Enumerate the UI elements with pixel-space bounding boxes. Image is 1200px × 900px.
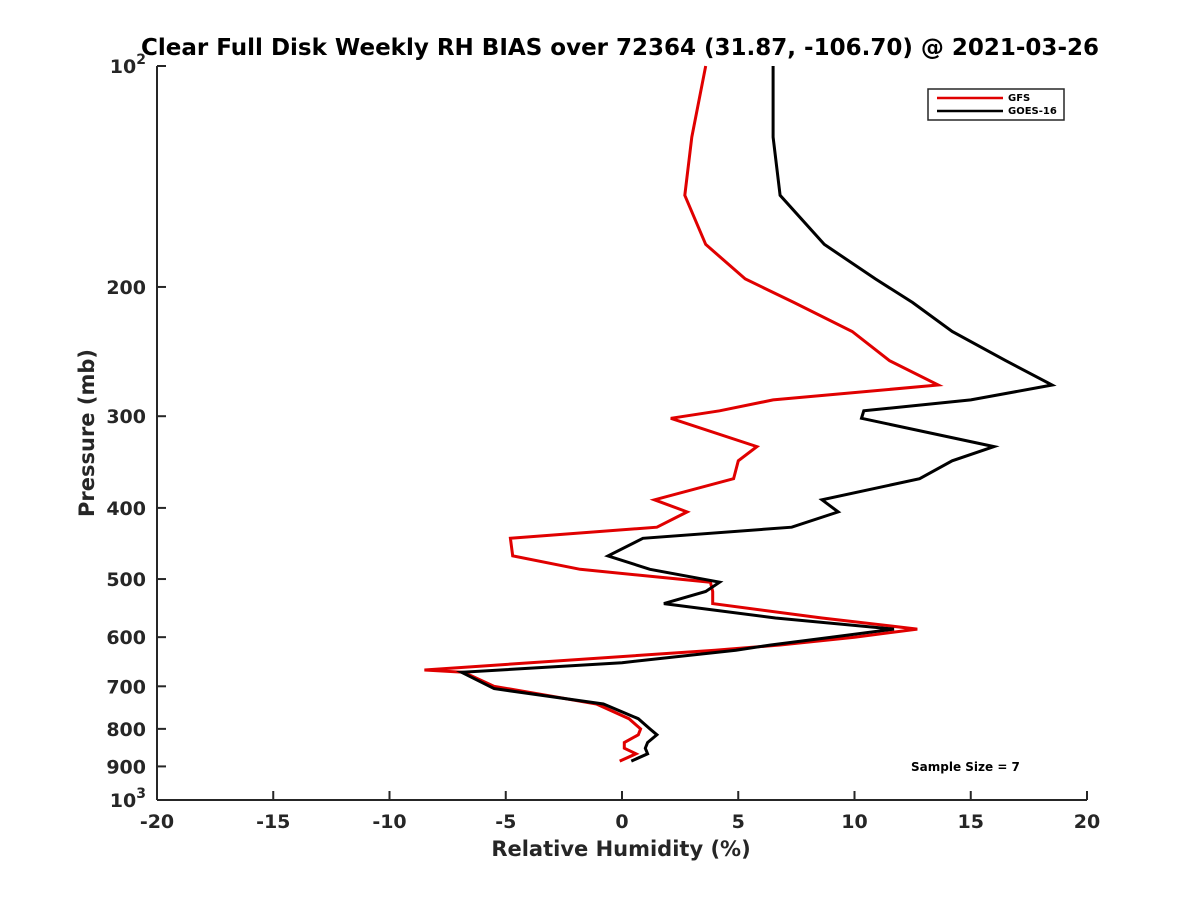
x-tick-label: -20 <box>140 811 174 833</box>
y-tick-label: 500 <box>106 569 146 591</box>
x-tick-label: -5 <box>495 811 516 833</box>
y-tick-label: 102 <box>110 52 146 78</box>
x-tick-label: -15 <box>256 811 290 833</box>
chart-title: Clear Full Disk Weekly RH BIAS over 7236… <box>141 35 1099 61</box>
y-tick-label: 800 <box>106 719 146 741</box>
x-tick-label: 0 <box>615 811 628 833</box>
y-tick-label: 200 <box>106 277 146 299</box>
series-line-goes16 <box>455 66 1057 763</box>
y-tick-label: 103 <box>110 786 146 812</box>
x-tick-label: -10 <box>372 811 406 833</box>
x-tick-label: 20 <box>1074 811 1100 833</box>
legend-label-goes16: GOES-16 <box>1008 106 1057 117</box>
sample-size-annotation: Sample Size = 7 <box>911 760 1020 774</box>
y-axis-label: Pressure (mb) <box>75 349 99 517</box>
x-tick-label: 5 <box>732 811 745 833</box>
x-tick-label: 15 <box>958 811 984 833</box>
y-tick-label: 600 <box>106 627 146 649</box>
x-ticks: -20 -15 -10 -5 0 5 10 15 20 <box>140 791 1100 833</box>
y-tick-label: 700 <box>106 676 146 698</box>
y-tick-label: 900 <box>106 756 146 778</box>
x-tick-label: 10 <box>841 811 867 833</box>
series-layer <box>424 65 1057 763</box>
legend-box <box>927 88 1065 121</box>
y-ticks: 102 200 300 400 500 600 700 800 900 103 <box>106 52 166 812</box>
x-axis-label: Relative Humidity (%) <box>491 837 750 861</box>
legend: GFS GOES-16 <box>927 88 1065 121</box>
series-line-gfs <box>424 65 944 763</box>
y-tick-label: 300 <box>106 406 146 428</box>
y-tick-label: 400 <box>106 498 146 520</box>
legend-label-gfs: GFS <box>1008 93 1030 104</box>
